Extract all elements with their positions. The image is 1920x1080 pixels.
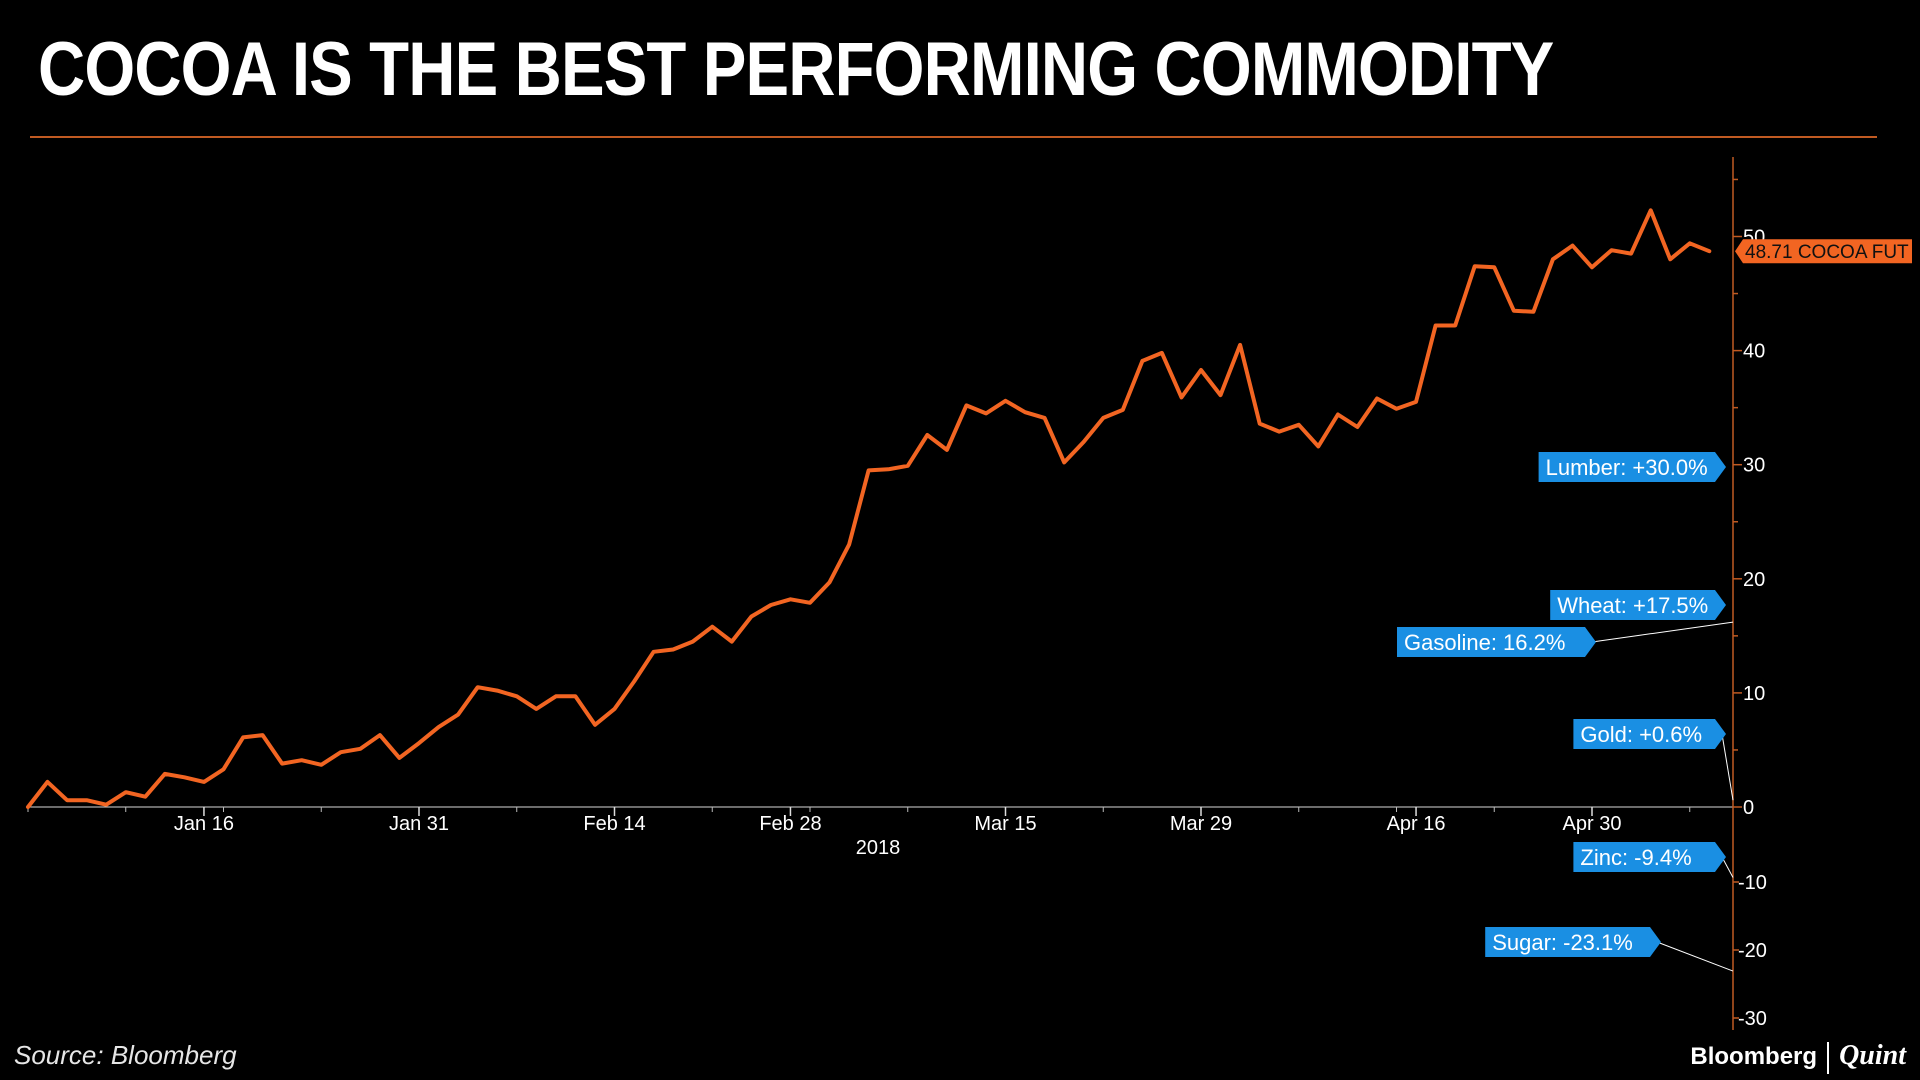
annotation-connector <box>1721 733 1734 801</box>
annotation-tag <box>1573 719 1726 749</box>
annotation-label: Gasoline: 16.2% <box>1404 630 1565 655</box>
current-value-tag <box>1735 239 1912 264</box>
annotation-label: Sugar: -23.1% <box>1492 930 1633 955</box>
x-tick-label: Feb 28 <box>759 813 821 835</box>
y-tick-label: 40 <box>1743 341 1765 363</box>
y-tick-label: 30 <box>1743 455 1765 477</box>
x-tick-label: Mar 29 <box>1170 813 1232 835</box>
y-tick-label: 10 <box>1743 683 1765 705</box>
brand-logo: Bloomberg Quint <box>1690 1040 1906 1074</box>
x-axis-year-label: 2018 <box>856 837 901 859</box>
annotation-label: Wheat: +17.5% <box>1557 593 1708 618</box>
current-value-label: 48.71 COCOA FUT <box>1745 242 1909 263</box>
y-tick-label: 0 <box>1743 797 1754 819</box>
page-title: COCOA IS THE BEST PERFORMING COMMODITY <box>38 27 1554 112</box>
annotation-tag <box>1485 927 1661 957</box>
brand-separator <box>1827 1041 1830 1074</box>
annotation-label: Gold: +0.6% <box>1580 722 1702 747</box>
x-tick-label: Apr 30 <box>1563 813 1622 835</box>
annotation-label: Zinc: -9.4% <box>1580 845 1691 870</box>
x-tick-label: Jan 16 <box>174 813 234 835</box>
annotation-tag <box>1397 627 1596 657</box>
x-tick-label: Jan 31 <box>389 813 449 835</box>
annotation-tag <box>1573 842 1726 872</box>
annotation-connector <box>1721 856 1734 878</box>
annotation-tag <box>1550 590 1726 620</box>
annotation-tag <box>1538 452 1726 482</box>
y-tick-label: -20 <box>1738 940 1767 962</box>
title-divider <box>30 136 1877 138</box>
y-tick-label: -30 <box>1738 1008 1767 1030</box>
annotation-connector <box>1591 621 1734 643</box>
x-tick-label: Feb 14 <box>583 813 645 835</box>
y-tick-label: -10 <box>1738 872 1767 894</box>
brand-partner: Quint <box>1839 1040 1906 1071</box>
brand-name: Bloomberg <box>1690 1043 1818 1070</box>
source-note: Source: Bloomberg <box>14 1040 237 1070</box>
annotation-label: Lumber: +30.0% <box>1546 455 1708 480</box>
x-tick-label: Apr 16 <box>1387 813 1446 835</box>
cocoa-series-line <box>26 208 1712 809</box>
y-tick-label: 20 <box>1743 569 1765 591</box>
annotation-connector <box>1656 941 1734 972</box>
x-tick-label: Mar 15 <box>974 813 1036 835</box>
